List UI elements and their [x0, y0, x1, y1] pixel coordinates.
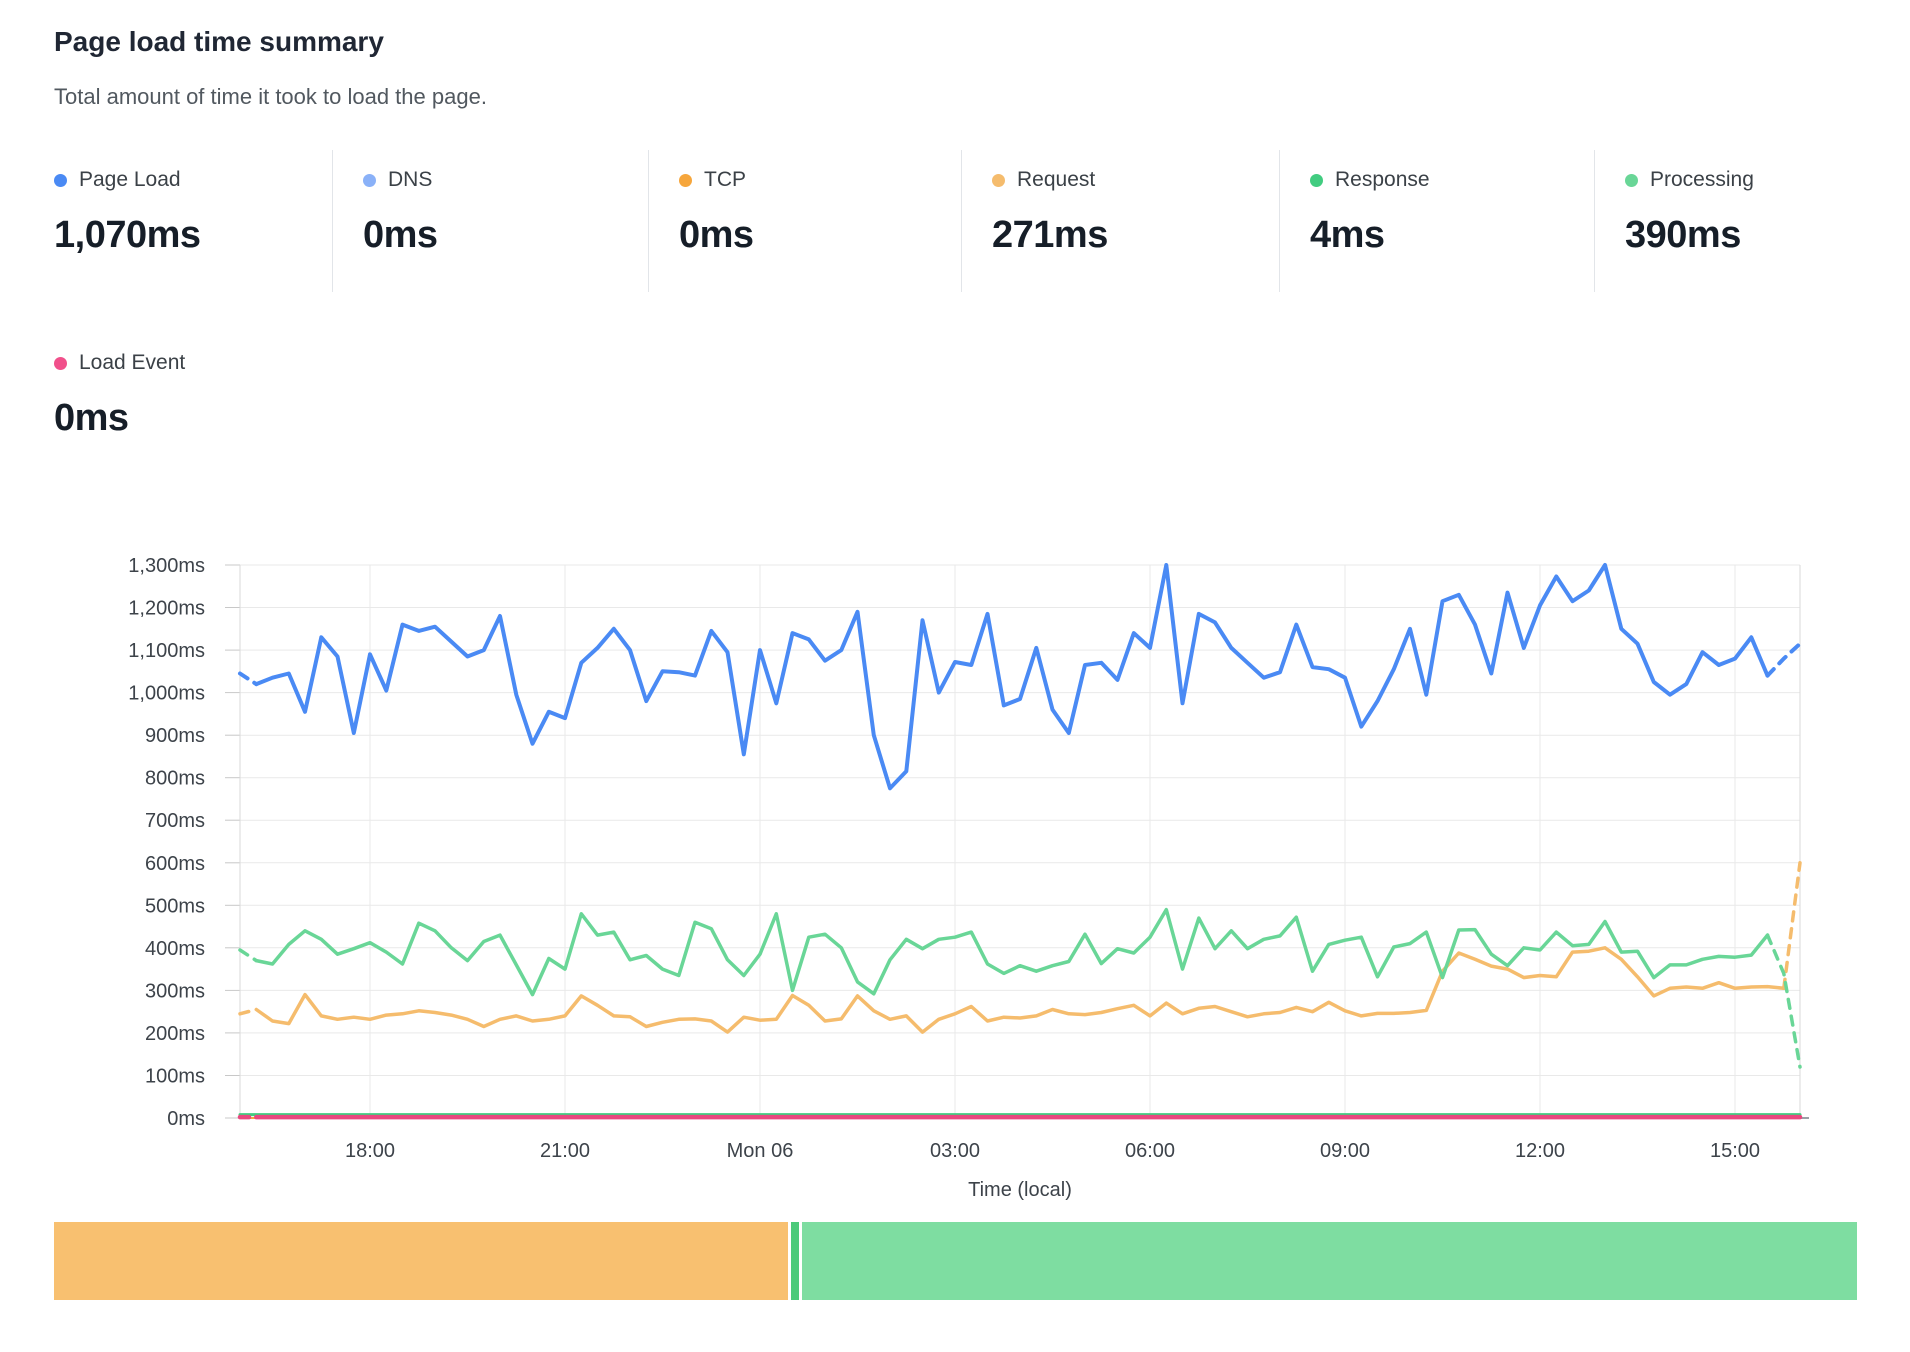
legend-metric-request[interactable]: Request 271ms [961, 150, 1279, 292]
metric-value: 390ms [1625, 214, 1741, 256]
processing-dot-icon [1625, 173, 1638, 187]
metric-label: Request [1017, 168, 1096, 191]
legend-metric-page-load[interactable]: Page Load 1,070ms [54, 150, 332, 292]
bar-segment-gap [798, 1222, 803, 1300]
y-tick-label: 900ms [145, 725, 205, 747]
legend-metric-tcp[interactable]: TCP 0ms [648, 150, 961, 292]
y-tick-label: 1,300ms [128, 555, 205, 577]
x-tick-label: 03:00 [930, 1140, 980, 1162]
series-page-load-dashed [238, 671, 259, 687]
legend-metric-response[interactable]: Response 4ms [1279, 150, 1594, 292]
load-event-dot-icon [54, 356, 67, 370]
metric-label: Processing [1650, 168, 1754, 191]
legend-metric-dns[interactable]: DNS 0ms [332, 150, 648, 292]
metric-value: 0ms [679, 214, 754, 256]
bar-segment-request-share [54, 1222, 788, 1300]
y-tick-label: 100ms [145, 1066, 205, 1088]
metric-label: Load Event [79, 351, 186, 374]
metric-value: 0ms [363, 214, 438, 256]
request-dot-icon [992, 173, 1005, 187]
x-tick-label: 06:00 [1125, 1140, 1175, 1162]
series-request-dashed [238, 1007, 259, 1016]
metric-label: DNS [388, 168, 433, 191]
legend-metrics-row2: Load Event 0ms [54, 335, 185, 440]
metric-label: Page Load [79, 168, 181, 191]
x-tick-label: Mon 06 [727, 1140, 794, 1162]
series-page-load [254, 563, 1770, 791]
x-tick-label: 18:00 [345, 1140, 395, 1162]
series-processing [254, 907, 1770, 997]
metric-value: 1,070ms [54, 214, 201, 256]
y-tick-label: 600ms [145, 853, 205, 875]
x-tick-label: 09:00 [1320, 1140, 1370, 1162]
y-tick-label: 0ms [167, 1108, 205, 1130]
series-page-load-dashed [1765, 641, 1802, 678]
load-time-distribution-bar [54, 1222, 1857, 1300]
y-tick-label: 700ms [145, 810, 205, 832]
legend-metrics-row: Page Load 1,070ms DNS 0ms TCP 0ms Request 271ms… [54, 150, 1856, 292]
y-tick-label: 200ms [145, 1023, 205, 1045]
y-tick-label: 500ms [145, 895, 205, 917]
bar-segment-processing-share [802, 1222, 1857, 1300]
legend-metric-load-event[interactable]: Load Event 0ms [54, 335, 185, 440]
bar-segment-gap [788, 1222, 792, 1300]
response-dot-icon [1310, 173, 1323, 187]
series-request-dashed [1782, 861, 1802, 991]
legend-metric-processing[interactable]: Processing 390ms [1594, 150, 1856, 292]
series-request [254, 946, 1786, 1034]
x-tick-label: 15:00 [1710, 1140, 1760, 1162]
x-axis-title: Time (local) [968, 1179, 1072, 1201]
chart-area: 0ms 100ms 200ms 300ms 400ms 500ms 600ms 700ms 80… [0, 440, 1910, 1230]
y-tick-label: 1,100ms [128, 640, 205, 662]
page-load-dot-icon [54, 173, 67, 187]
bar-segment-response-share [791, 1222, 799, 1300]
metric-value: 0ms [54, 397, 129, 439]
y-tick-label: 300ms [145, 980, 205, 1002]
y-tick-label: 800ms [145, 768, 205, 790]
series-processing-dashed [1765, 933, 1802, 1069]
page-subtitle: Total amount of time it took to load the… [54, 84, 487, 109]
page-load-time-chart[interactable]: 0ms 100ms 200ms 300ms 400ms 500ms 600ms 700ms 80… [0, 440, 1910, 1230]
y-tick-label: 400ms [145, 938, 205, 960]
dns-dot-icon [363, 173, 376, 187]
page-title: Page load time summary [54, 26, 384, 57]
metric-value: 271ms [992, 214, 1108, 256]
x-tick-label: 21:00 [540, 1140, 590, 1162]
metric-value: 4ms [1310, 214, 1385, 256]
y-tick-label: 1,200ms [128, 598, 205, 620]
x-tick-label: 12:00 [1515, 1140, 1565, 1162]
metric-label: Response [1335, 168, 1430, 191]
metric-label: TCP [704, 168, 746, 191]
series-processing-dashed [238, 948, 259, 963]
tcp-dot-icon [679, 173, 692, 187]
y-tick-label: 1,000ms [128, 683, 205, 705]
